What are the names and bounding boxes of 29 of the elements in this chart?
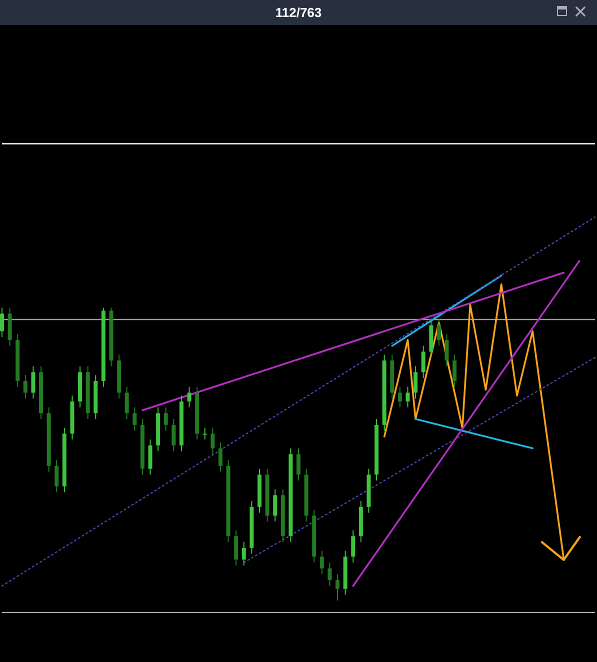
candlestick: [242, 542, 246, 566]
candlestick: [444, 334, 449, 367]
candlestick: [328, 562, 332, 586]
candlestick: [320, 550, 324, 575]
candlestick: [351, 530, 356, 564]
candlestick: [218, 442, 222, 472]
candlestick: [124, 386, 129, 420]
candlestick: [23, 374, 28, 400]
candlestick: [336, 574, 340, 602]
candlestick: [406, 386, 410, 408]
candlestick: [132, 406, 137, 432]
candlestick: [273, 488, 278, 522]
candlestick: [0, 307, 4, 338]
candlestick: [202, 427, 207, 440]
candlestick: [452, 354, 457, 388]
candlestick: [414, 366, 418, 400]
chart-title: 112/763: [275, 4, 322, 22]
candlestick: [164, 406, 168, 432]
candlestick: [398, 386, 402, 408]
candlestick: [54, 460, 59, 493]
candlestick: [187, 386, 192, 408]
candlestick: [210, 427, 215, 455]
candlestick: [296, 448, 300, 482]
candlestick: [172, 418, 176, 452]
candlestick: [148, 439, 152, 476]
candlestick: [436, 318, 441, 346]
candlestick: [31, 366, 36, 400]
candlestick: [421, 345, 426, 379]
candlestick: [234, 530, 238, 566]
